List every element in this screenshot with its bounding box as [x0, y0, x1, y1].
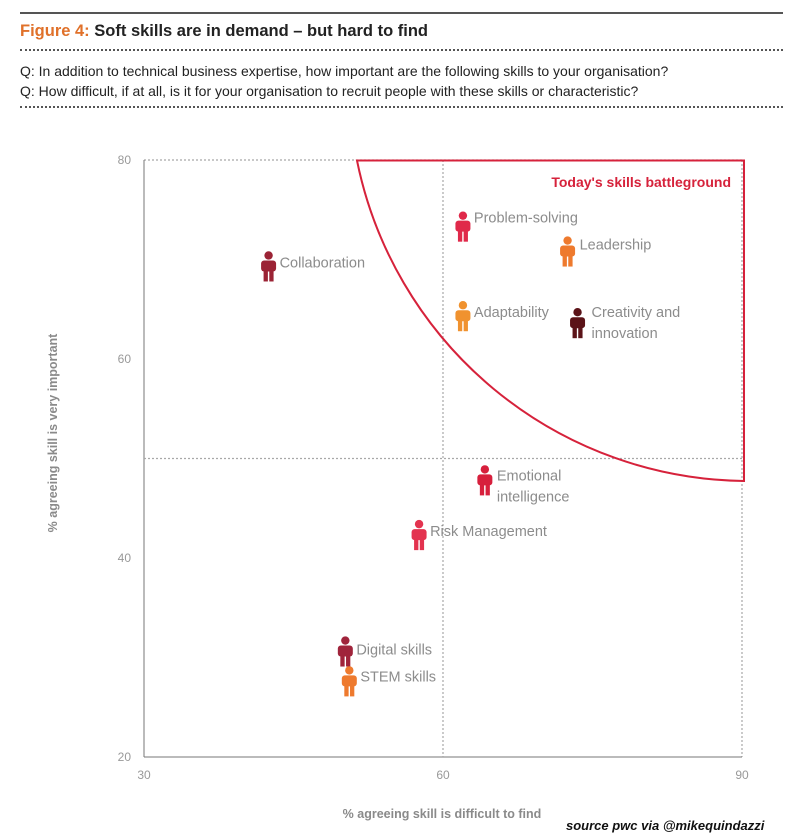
x-tick-label: 90: [735, 768, 749, 782]
person-icon-head: [264, 251, 273, 260]
person-icon-leg: [419, 539, 425, 551]
point-label: STEM skills: [360, 669, 436, 685]
person-icon-head: [480, 465, 490, 474]
person-icon-body: [261, 260, 277, 272]
point-label: Emotional intelligence: [497, 468, 570, 505]
point-label-line: Leadership: [580, 238, 652, 254]
person-icon-head: [341, 636, 350, 645]
person-icon-head: [345, 666, 354, 675]
person-icon-body: [560, 245, 576, 257]
point-label-line: innovation: [592, 326, 658, 342]
dotted-divider-bottom: [20, 106, 783, 108]
person-icon-head: [573, 307, 582, 317]
dotted-divider-top: [20, 49, 783, 51]
point-label-line: Risk Management: [430, 524, 547, 540]
figure-title: Figure 4: Soft skills are in demand – bu…: [20, 22, 428, 41]
point-label-line: Problem-solving: [474, 211, 578, 227]
point-label-line: Emotional: [497, 468, 561, 484]
point-label-line: Creativity and: [592, 305, 681, 321]
point-label: Adaptability: [474, 305, 550, 321]
y-tick-label: 60: [118, 352, 132, 366]
person-icon-leg: [572, 327, 577, 339]
person-icon-body: [411, 529, 427, 541]
person-icon-head: [458, 301, 468, 310]
person-icon-body: [337, 645, 353, 657]
person-icon-leg: [346, 655, 351, 667]
person-icon-leg: [457, 230, 463, 242]
person-icon: [337, 636, 353, 667]
x-tick-label: 60: [436, 768, 450, 782]
person-icon: [570, 307, 586, 339]
point-label-line: Collaboration: [280, 255, 365, 271]
person-icon-leg: [463, 320, 468, 332]
person-icon: [341, 666, 357, 697]
point-label: Leadership: [580, 238, 652, 254]
y-axis-title: % agreeing skill is very important: [46, 333, 60, 533]
top-rule: [20, 12, 783, 14]
battleground-region: [355, 159, 745, 483]
point-label: Collaboration: [280, 255, 365, 271]
person-icon-body: [455, 310, 471, 322]
person-icon-leg: [457, 320, 463, 332]
person-icon-body: [341, 675, 357, 687]
point-label: Problem-solving: [474, 211, 578, 227]
point-label-line: intelligence: [497, 489, 570, 505]
figure-label: Figure 4:: [20, 22, 90, 40]
person-icon-leg: [463, 230, 468, 242]
point-label: Risk Management: [430, 524, 547, 540]
point-label-line: Digital skills: [356, 643, 432, 659]
person-icon-head: [458, 211, 468, 220]
y-tick-label: 40: [118, 551, 132, 565]
point-label-line: Adaptability: [474, 305, 550, 321]
person-icon-body: [570, 317, 586, 329]
person-icon-leg: [350, 685, 355, 697]
x-tick-label: 30: [137, 768, 151, 782]
battleground-label: Today's skills battleground: [551, 174, 731, 190]
person-icon-leg: [269, 270, 274, 282]
y-tick-label: 20: [118, 750, 132, 764]
person-icon: [455, 301, 471, 332]
question-1: Q: In addition to technical business exp…: [20, 63, 669, 79]
y-tick-label: 80: [118, 153, 132, 167]
person-icon-body: [477, 474, 493, 486]
person-icon-leg: [485, 484, 490, 496]
person-icon: [411, 519, 427, 551]
point-label: Creativity and innovation: [592, 305, 681, 342]
person-icon-leg: [578, 327, 583, 339]
person-icon-head: [563, 236, 572, 245]
person-icon: [261, 251, 277, 282]
person-icon: [455, 211, 471, 242]
person-icon-head: [414, 519, 424, 529]
person-icon-leg: [344, 685, 349, 697]
source-credit: source pwc via @mikequindazzi: [566, 818, 765, 833]
x-axis-title: % agreeing skill is difficult to find: [343, 807, 542, 821]
question-2: Q: How difficult, if at all, is it for y…: [20, 83, 639, 99]
point-label-line: STEM skills: [360, 669, 436, 685]
point-label: Digital skills: [356, 643, 432, 659]
person-icon-leg: [562, 255, 567, 267]
person-icon-leg: [263, 270, 268, 282]
person-icon-leg: [479, 484, 485, 496]
person-icon-leg: [340, 655, 345, 667]
person-icon-leg: [414, 539, 419, 551]
person-icon-body: [455, 220, 471, 232]
person-icon-leg: [568, 255, 573, 267]
figure-title-text: Soft skills are in demand – but hard to …: [94, 22, 428, 40]
person-icon: [560, 236, 576, 267]
person-icon: [477, 465, 493, 496]
